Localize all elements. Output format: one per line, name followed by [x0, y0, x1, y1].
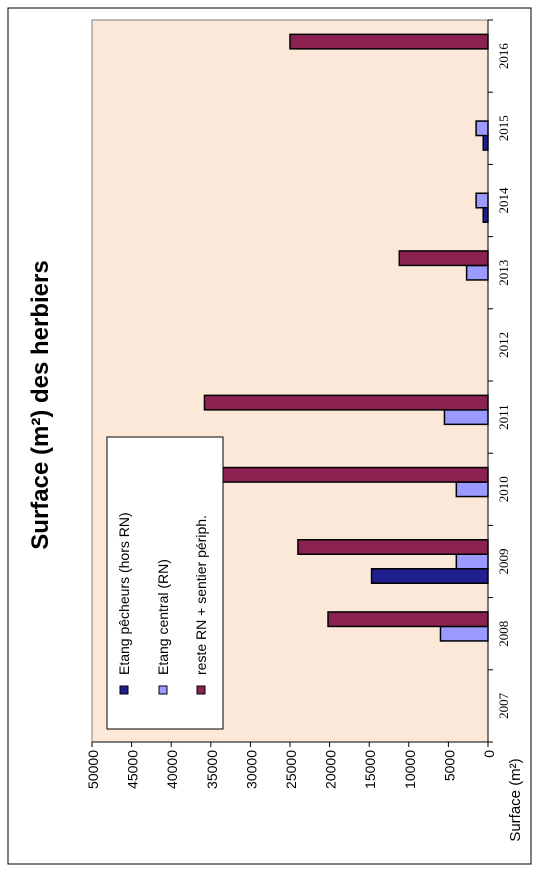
value-tick-label: 40000 — [164, 750, 180, 789]
chart-title: Surface (m²) des herbiers — [27, 260, 54, 549]
tick-labels-group: 0 5000 10000 15000 20000 25000 30000 35000 40000… — [85, 43, 511, 789]
category-tick-label: 2009 — [496, 549, 511, 575]
bar-2008-s3 — [327, 611, 489, 628]
value-tick-label: 15000 — [362, 750, 378, 789]
bar-2010-s3 — [221, 466, 489, 483]
value-tick-label: 5000 — [441, 750, 457, 781]
value-tick-label: 20000 — [323, 750, 339, 789]
value-tick-label: 35000 — [204, 750, 220, 789]
value-tick-label: 0 — [481, 750, 497, 758]
bar-2014-s1 — [482, 207, 489, 223]
bar-2014-s2 — [475, 192, 489, 209]
bar-2009-s3 — [297, 539, 489, 555]
category-tick-label: 2016 — [496, 43, 511, 70]
value-tick-label: 30000 — [243, 750, 259, 789]
bar-2009-s2 — [455, 553, 489, 570]
category-tick-label: 2007 — [496, 692, 511, 719]
legend: Etang pêcheurs (hors RN) Etang central (R… — [106, 436, 224, 730]
legend-box — [106, 436, 224, 730]
category-tick-label: 2010 — [496, 476, 511, 502]
bar-2015-s1 — [482, 134, 489, 151]
bar-2008-s2 — [439, 625, 489, 642]
legend-label: Etang central (RN) — [155, 559, 171, 675]
bar-2013-s3 — [398, 250, 489, 267]
value-tick-label: 50000 — [85, 750, 101, 789]
legend-swatch — [119, 685, 129, 695]
value-tick-label: 45000 — [125, 750, 141, 789]
bar-2009-s1 — [370, 568, 489, 584]
category-tick-label: 2008 — [496, 621, 511, 647]
category-tick-label: 2014 — [496, 187, 511, 214]
y-axis-label: Surface (m²) — [507, 758, 524, 841]
category-tick-label: 2013 — [496, 260, 511, 286]
legend-swatch — [158, 685, 168, 695]
bar-2016-s3 — [289, 33, 489, 50]
bar-2015-s2 — [475, 120, 489, 137]
bar-2011-s2 — [443, 409, 489, 426]
category-tick-label: 2011 — [496, 404, 511, 430]
legend-label: Etang pêcheurs (hors RN) — [116, 512, 132, 675]
bars-group — [203, 33, 489, 642]
value-tick-label: 25000 — [283, 750, 299, 789]
legend-items: Etang pêcheurs (hors RN) Etang central (R… — [116, 512, 209, 695]
bar-2011-s3 — [203, 394, 489, 411]
bar-2013-s2 — [465, 264, 489, 281]
legend-swatch — [196, 685, 206, 695]
legend-label: reste RN + sentier périph. — [193, 515, 209, 675]
category-tick-label: 2012 — [496, 332, 511, 358]
bar-2010-s2 — [455, 481, 489, 498]
category-tick-label: 2015 — [496, 115, 511, 141]
value-tick-label: 10000 — [402, 750, 418, 789]
